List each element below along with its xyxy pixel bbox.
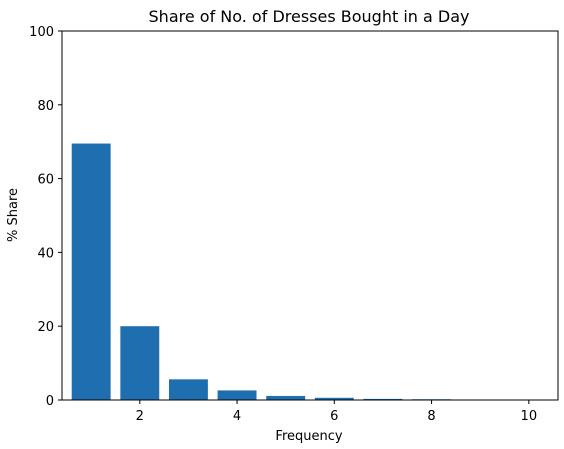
y-axis-ticks: 0 20 40 60 80 100 xyxy=(29,25,62,409)
y-tick-label-60: 60 xyxy=(37,173,54,188)
x-tick-label-2: 2 xyxy=(136,409,144,424)
x-tick-label-4: 4 xyxy=(233,409,241,424)
bar-5 xyxy=(266,395,306,400)
y-tick-label-0: 0 xyxy=(46,394,54,409)
y-axis-label: % Share xyxy=(6,188,21,242)
bar-2 xyxy=(120,326,160,400)
x-tick-label-10: 10 xyxy=(521,409,538,424)
y-tick-label-40: 40 xyxy=(37,246,54,261)
x-tick-label-6: 6 xyxy=(330,409,338,424)
y-tick-label-100: 100 xyxy=(29,25,54,40)
bar-4 xyxy=(217,390,257,400)
bar-3 xyxy=(168,379,208,400)
bar-7 xyxy=(363,398,403,400)
bars-group xyxy=(71,143,549,401)
bar-6 xyxy=(314,397,354,400)
bar-1 xyxy=(71,143,111,401)
x-axis-ticks: 2 4 6 8 10 xyxy=(136,400,537,424)
plot-frame xyxy=(61,30,559,401)
x-tick-label-8: 8 xyxy=(427,409,435,424)
y-tick-label-80: 80 xyxy=(37,99,54,114)
chart-title: Share of No. of Dresses Bought in a Day xyxy=(149,7,470,26)
x-axis-label: Frequency xyxy=(275,429,342,444)
y-tick-label-20: 20 xyxy=(37,320,54,335)
